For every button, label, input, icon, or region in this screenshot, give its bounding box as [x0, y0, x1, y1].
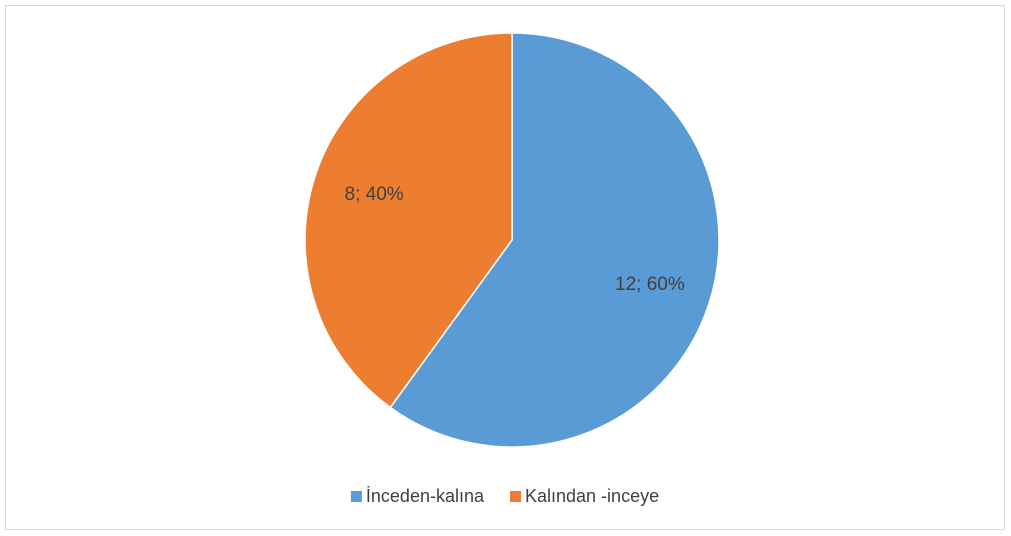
- legend-label: İnceden-kalına: [366, 486, 485, 506]
- pie-slice: [304, 32, 513, 409]
- legend-label: Kalından -inceye: [525, 486, 659, 506]
- legend-swatch: [350, 491, 362, 502]
- legend-swatch: [510, 491, 521, 502]
- data-label: 8; 40%: [345, 184, 404, 205]
- pie-slice: [389, 32, 720, 448]
- data-label: 12; 60%: [615, 274, 685, 295]
